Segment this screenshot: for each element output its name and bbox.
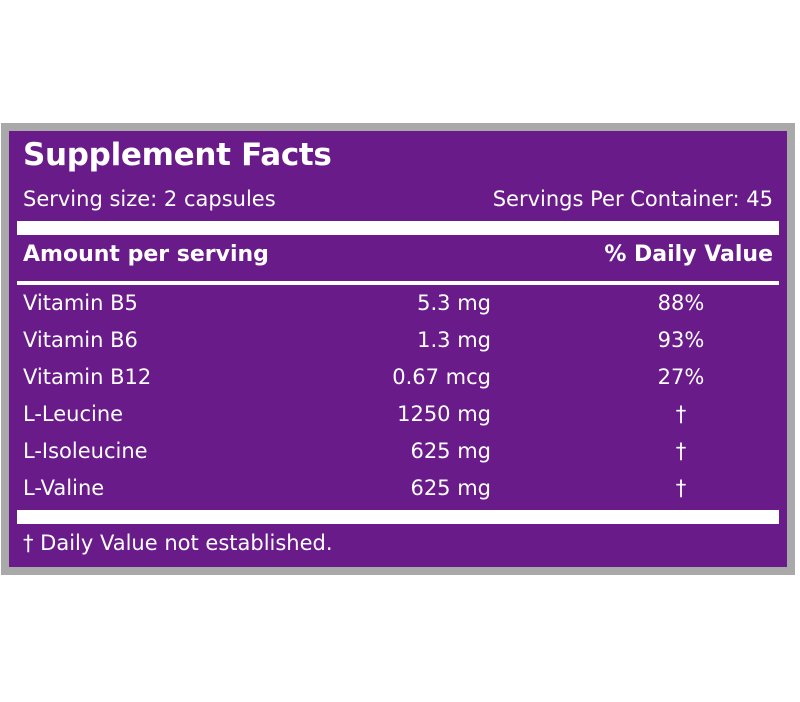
nutrient-row: Vitamin B6 1.3 mg 93%	[9, 324, 787, 362]
daily-value-header: % Daily Value	[604, 242, 773, 267]
nutrient-row: Vitamin B12 0.67 mcg 27%	[9, 361, 787, 399]
nutrient-amount: 1.3 mg	[417, 328, 491, 352]
amount-per-serving-header: Amount per serving	[23, 242, 269, 267]
footnote: † Daily Value not established.	[23, 531, 333, 555]
nutrient-name: L-Leucine	[23, 402, 124, 426]
nutrient-daily-value: †	[675, 439, 687, 463]
nutrient-name: Vitamin B12	[23, 365, 152, 389]
nutrient-amount: 625 mg	[410, 439, 491, 463]
nutrient-amount: 1250 mg	[397, 402, 491, 426]
label-title: Supplement Facts	[23, 137, 332, 173]
nutrient-daily-value: †	[675, 402, 687, 426]
nutrient-row: L-Leucine 1250 mg †	[9, 398, 787, 436]
serving-size: Serving size: 2 capsules	[23, 187, 276, 211]
nutrient-daily-value: †	[675, 476, 687, 500]
nutrient-name: Vitamin B6	[23, 328, 138, 352]
nutrient-daily-value: 93%	[657, 328, 705, 352]
thick-divider-bottom	[17, 510, 779, 524]
thin-divider	[17, 281, 779, 285]
nutrient-daily-value: 27%	[657, 365, 705, 389]
nutrient-row: Vitamin B5 5.3 mg 88%	[9, 287, 787, 325]
nutrient-daily-value: 88%	[657, 291, 705, 315]
nutrient-amount: 0.67 mcg	[392, 365, 491, 389]
nutrient-row: L-Isoleucine 625 mg †	[9, 435, 787, 473]
nutrient-name: L-Valine	[23, 476, 105, 500]
nutrient-name: Vitamin B5	[23, 291, 138, 315]
nutrient-amount: 625 mg	[410, 476, 491, 500]
nutrient-row: L-Valine 625 mg †	[9, 472, 787, 510]
supplement-facts-panel: Supplement Facts Serving size: 2 capsule…	[9, 131, 787, 567]
supplement-label-frame: Supplement Facts Serving size: 2 capsule…	[1, 123, 795, 575]
servings-per-container: Servings Per Container: 45	[492, 187, 773, 211]
thick-divider-top	[17, 221, 779, 235]
nutrient-name: L-Isoleucine	[23, 439, 148, 463]
nutrient-amount: 5.3 mg	[417, 291, 491, 315]
